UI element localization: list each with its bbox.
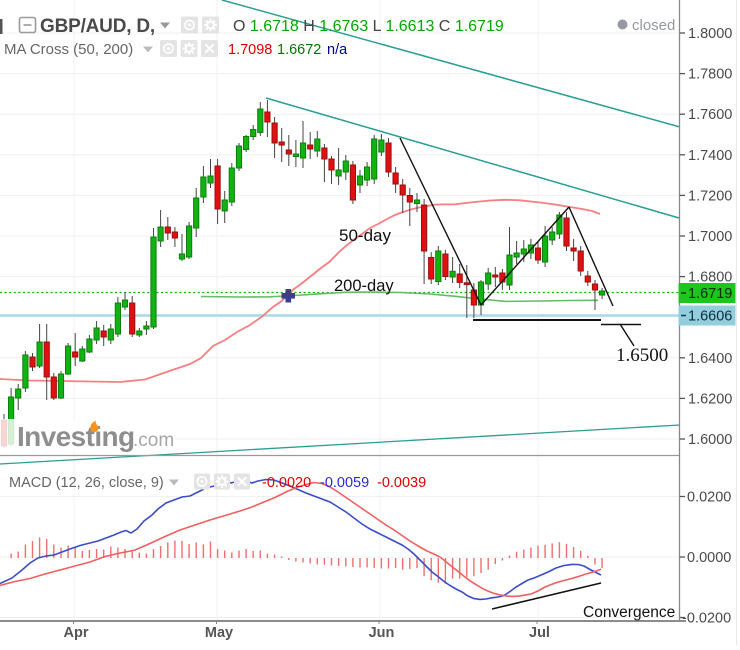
svg-text:0.0000: 0.0000	[687, 550, 731, 566]
svg-text:Apr: Apr	[64, 625, 89, 641]
svg-text:closed: closed	[632, 17, 675, 34]
svg-text:1.7000: 1.7000	[688, 229, 732, 245]
svg-text:1.7600: 1.7600	[688, 107, 732, 123]
svg-text:GBP/AUD, D,: GBP/AUD, D,	[40, 16, 155, 37]
svg-text:1.6606: 1.6606	[688, 309, 732, 325]
svg-text:50-day: 50-day	[339, 226, 391, 245]
svg-text:n/a: n/a	[327, 42, 348, 58]
svg-text:O 1.6718 H 1.6763 L 1.6613 C 1: O 1.6718 H 1.6763 L 1.6613 C 1.6719	[233, 18, 504, 35]
svg-text:Convergence: Convergence	[583, 604, 675, 621]
svg-text:200-day: 200-day	[334, 277, 394, 295]
svg-text:1.7400: 1.7400	[688, 148, 732, 164]
svg-text:1.7098: 1.7098	[228, 42, 272, 58]
svg-text:Jul: Jul	[529, 625, 550, 641]
svg-text:-0.0020: -0.0020	[262, 475, 311, 491]
svg-text:1.6719: 1.6719	[688, 286, 732, 302]
svg-text:0.0200: 0.0200	[687, 490, 731, 506]
svg-text:-0.0059: -0.0059	[320, 475, 369, 491]
svg-text:1.6000: 1.6000	[688, 432, 732, 448]
svg-text:MACD (12, 26, close, 9): MACD (12, 26, close, 9)	[9, 475, 164, 491]
svg-text:-0.0200: -0.0200	[682, 611, 731, 627]
svg-text:Jun: Jun	[369, 625, 395, 641]
svg-text:.com: .com	[133, 430, 174, 451]
svg-text:1.7200: 1.7200	[688, 188, 732, 204]
svg-text:1.6500: 1.6500	[616, 345, 668, 366]
svg-text:-0.0039: -0.0039	[377, 475, 426, 491]
svg-text:1.6200: 1.6200	[688, 391, 732, 407]
svg-text:1.6800: 1.6800	[688, 270, 732, 286]
svg-text:1.7800: 1.7800	[688, 67, 732, 83]
svg-text:1.6400: 1.6400	[688, 351, 732, 367]
svg-text:Investing: Investing	[17, 421, 135, 452]
svg-text:MA Cross (50, 200): MA Cross (50, 200)	[4, 41, 133, 58]
svg-text:1.6672: 1.6672	[277, 42, 321, 58]
svg-text:May: May	[205, 625, 233, 641]
svg-text:1.8000: 1.8000	[688, 26, 732, 42]
